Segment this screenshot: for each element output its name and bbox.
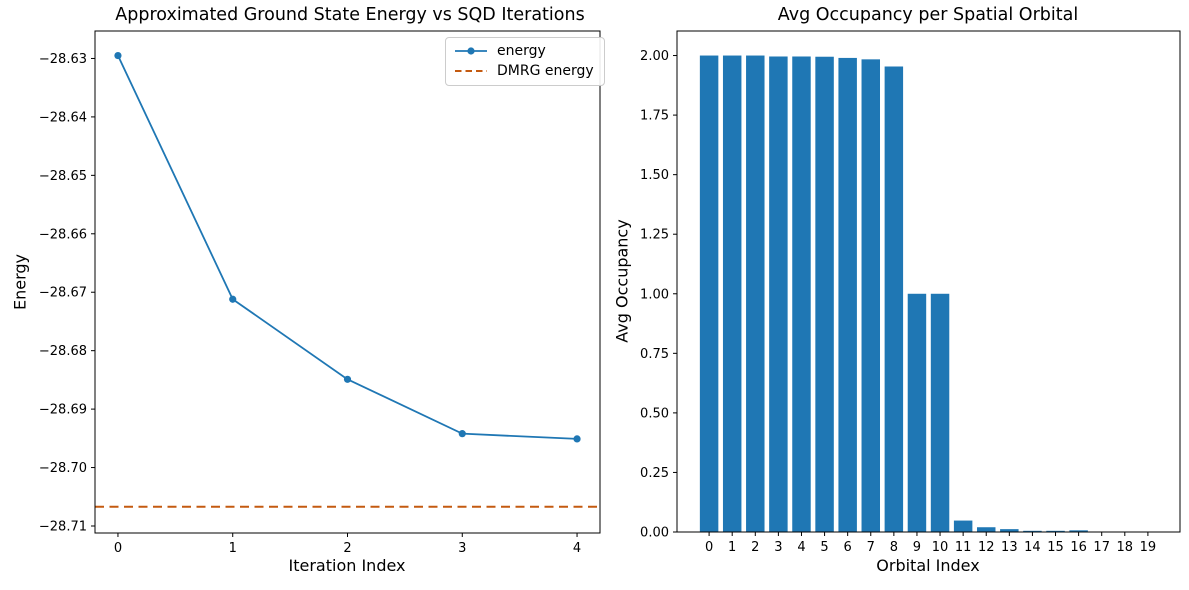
- svg-text:−28.65: −28.65: [39, 169, 87, 184]
- left-x-ticks: 0 1 2 3 4: [114, 533, 581, 556]
- svg-text:1.50: 1.50: [640, 168, 669, 183]
- svg-text:2: 2: [751, 540, 759, 555]
- svg-text:15: 15: [1047, 540, 1064, 555]
- svg-text:0.25: 0.25: [640, 466, 669, 481]
- right-x-ticks: 0 1 2 3 4 5 6 7 8 9 10 11 12 13 14 15 16 17 18 19: [705, 532, 1156, 555]
- bar-orbital-1: [722, 55, 742, 532]
- right-xaxis-label: Orbital Index: [876, 556, 980, 575]
- svg-text:9: 9: [913, 540, 921, 555]
- svg-text:19: 19: [1140, 540, 1157, 555]
- svg-text:14: 14: [1024, 540, 1041, 555]
- svg-text:1.25: 1.25: [640, 228, 669, 243]
- svg-text:10: 10: [932, 540, 949, 555]
- bar-orbital-14: [1023, 530, 1042, 532]
- bar-orbital-8: [884, 66, 904, 533]
- bar-orbital-0: [699, 55, 719, 532]
- right-yaxis-label: Avg Occupancy: [612, 219, 632, 343]
- legend-label-energy: energy: [497, 43, 546, 59]
- bar-orbital-4: [792, 56, 811, 533]
- left-xaxis-label: Iteration Index: [288, 556, 406, 575]
- svg-text:0: 0: [114, 541, 122, 556]
- right-chart-title: Avg Occupancy per Spatial Orbital: [777, 5, 1079, 25]
- left-axes-frame: [94, 30, 601, 534]
- legend-row-dmrg: DMRG energy: [454, 63, 594, 79]
- right-axes-frame: [676, 30, 1181, 533]
- left-chart-title: Approximated Ground State Energy vs SQD …: [115, 5, 585, 25]
- svg-text:0.75: 0.75: [640, 347, 669, 362]
- svg-text:−28.71: −28.71: [39, 519, 87, 534]
- bar-orbital-15: [1046, 530, 1065, 532]
- svg-text:16: 16: [1070, 540, 1087, 555]
- right-y-ticks: 0.00 0.25 0.50 0.75 1.00 1.25 1.50 1.75 2.00: [640, 49, 677, 541]
- legend-row-energy: energy: [454, 43, 594, 59]
- svg-text:−28.63: −28.63: [39, 52, 87, 67]
- svg-text:12: 12: [978, 540, 995, 555]
- bar-orbital-12: [976, 527, 996, 532]
- svg-text:3: 3: [774, 540, 782, 555]
- bar-orbital-9: [907, 293, 927, 532]
- svg-text:0.00: 0.00: [640, 526, 669, 541]
- svg-text:−28.66: −28.66: [39, 227, 87, 242]
- left-yaxis-label: Energy: [10, 253, 30, 311]
- energy-line-sample-icon: [455, 47, 487, 55]
- svg-text:−28.70: −28.70: [39, 461, 87, 476]
- svg-text:8: 8: [890, 540, 898, 555]
- legend-label-dmrg: DMRG energy: [497, 63, 594, 79]
- svg-text:−28.64: −28.64: [39, 110, 87, 125]
- dmrg-dashed-line-sample-icon: [455, 70, 487, 72]
- bar-orbital-11: [953, 520, 973, 532]
- svg-text:11: 11: [955, 540, 972, 555]
- legend: energy DMRG energy: [445, 37, 605, 86]
- left-y-ticks: −28.63 −28.64 −28.65 −28.66 −28.67 −28.68 −28.…: [39, 52, 95, 534]
- svg-text:0: 0: [705, 540, 713, 555]
- bar-orbital-10: [930, 293, 950, 532]
- bar-orbital-7: [861, 59, 881, 533]
- bar-orbital-6: [838, 57, 857, 533]
- svg-text:5: 5: [820, 540, 828, 555]
- svg-text:2: 2: [343, 541, 351, 556]
- bar-orbital-16: [1069, 530, 1088, 532]
- svg-text:6: 6: [844, 540, 852, 555]
- svg-text:−28.68: −28.68: [39, 344, 87, 359]
- svg-text:1.75: 1.75: [640, 109, 669, 124]
- svg-text:18: 18: [1117, 540, 1134, 555]
- bar-orbital-13: [1000, 529, 1019, 532]
- svg-text:4: 4: [797, 540, 805, 555]
- svg-text:−28.67: −28.67: [39, 286, 87, 301]
- occupancy-bars: [699, 55, 1158, 533]
- svg-text:−28.69: −28.69: [39, 403, 87, 418]
- svg-text:0.50: 0.50: [640, 406, 669, 421]
- bar-orbital-2: [746, 55, 765, 532]
- svg-text:7: 7: [867, 540, 875, 555]
- svg-text:4: 4: [573, 541, 581, 556]
- svg-text:13: 13: [1001, 540, 1018, 555]
- svg-text:1.00: 1.00: [640, 287, 669, 302]
- energy-line-series: [114, 51, 581, 443]
- bar-orbital-3: [769, 56, 788, 533]
- bar-orbital-5: [815, 56, 834, 533]
- svg-text:2.00: 2.00: [640, 49, 669, 64]
- svg-text:3: 3: [458, 541, 466, 556]
- svg-text:1: 1: [229, 541, 237, 556]
- svg-text:1: 1: [728, 540, 736, 555]
- svg-text:17: 17: [1093, 540, 1110, 555]
